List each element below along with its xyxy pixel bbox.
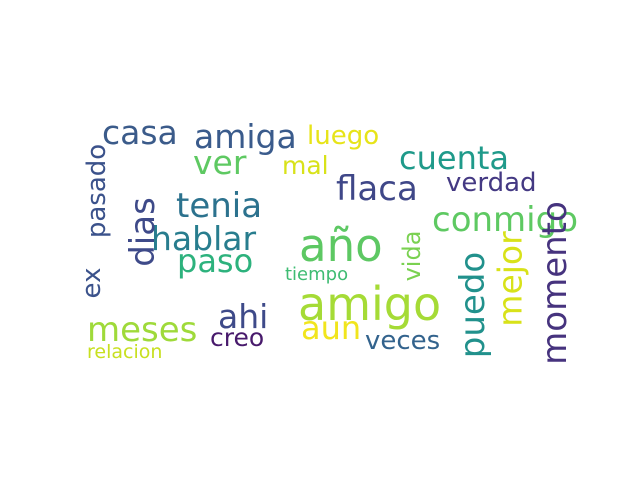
word-momento: momento bbox=[535, 201, 575, 365]
word-cuenta: cuenta bbox=[399, 139, 509, 177]
word-conmigo: tenia bbox=[176, 186, 263, 226]
word-dias: conmigo bbox=[432, 200, 578, 240]
word-vida: vida bbox=[398, 230, 426, 282]
word-creo: creo bbox=[210, 323, 265, 352]
word-relacion: relacion bbox=[87, 341, 163, 363]
word-mejor: mejor bbox=[490, 231, 530, 327]
word-veces: veces bbox=[365, 326, 441, 356]
word-pasado: dias bbox=[123, 197, 163, 267]
word-puedo: puedo bbox=[453, 251, 493, 359]
word-casa: casa bbox=[102, 113, 178, 152]
word-paso: paso bbox=[177, 242, 254, 280]
word-amigo: amigo bbox=[298, 277, 442, 331]
word-ex: ex bbox=[77, 267, 107, 299]
word-meses: meses bbox=[87, 310, 198, 350]
word-flaca: flaca bbox=[336, 169, 418, 209]
word-tenia: pasado bbox=[82, 143, 112, 239]
word-ano: año bbox=[299, 219, 383, 272]
word-ver: ver bbox=[193, 143, 247, 182]
word-hablar: hablar bbox=[151, 219, 257, 258]
word-amiga: amiga bbox=[194, 117, 297, 156]
word-ahi: ahi bbox=[218, 297, 269, 336]
word-verdad: verdad bbox=[446, 168, 537, 198]
word-aun: aun bbox=[301, 309, 362, 347]
word-mal: mal bbox=[282, 151, 329, 180]
word-luego: luego bbox=[307, 121, 380, 151]
word-tiempo: tiempo bbox=[285, 264, 349, 285]
